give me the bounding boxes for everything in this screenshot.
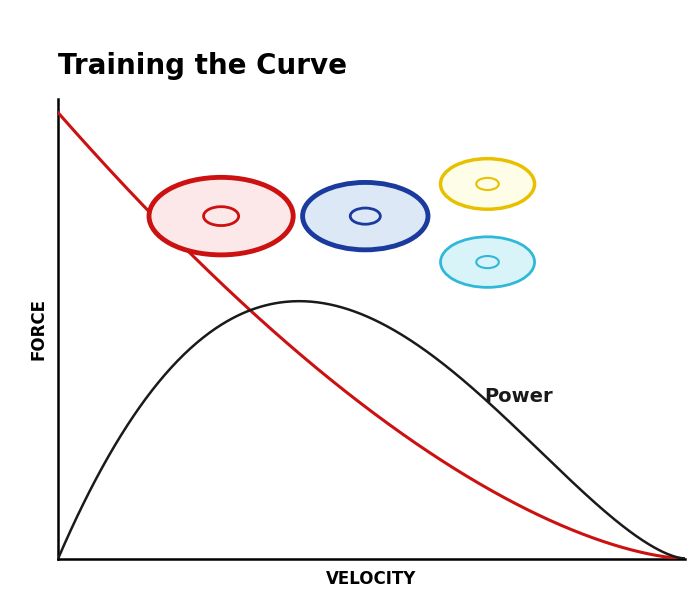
Ellipse shape [476, 178, 499, 190]
Text: Training the Curve: Training the Curve [58, 52, 347, 80]
Ellipse shape [204, 207, 239, 226]
Ellipse shape [440, 159, 535, 209]
Ellipse shape [302, 183, 428, 250]
Y-axis label: FORCE: FORCE [29, 298, 47, 360]
Ellipse shape [440, 237, 535, 287]
Text: Power: Power [484, 387, 553, 407]
Ellipse shape [476, 256, 499, 268]
Ellipse shape [149, 177, 293, 255]
Ellipse shape [350, 208, 380, 224]
X-axis label: VELOCITY: VELOCITY [326, 569, 416, 588]
